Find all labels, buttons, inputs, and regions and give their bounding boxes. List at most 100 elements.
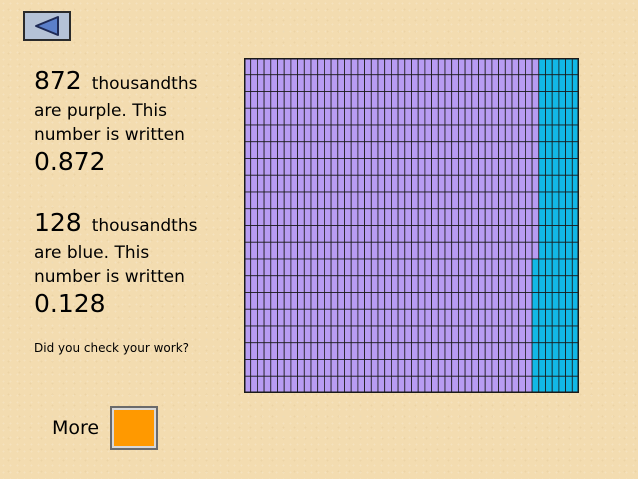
- purple-thousandth-cell: [364, 375, 372, 393]
- purple-thousandth-cell: [424, 325, 432, 344]
- purple-thousandth-cell: [511, 124, 520, 143]
- purple-thousandth-cell: [297, 292, 305, 310]
- purple-thousandth-cell: [471, 241, 479, 260]
- purple-thousandth-cell: [397, 241, 406, 260]
- purple-thousandth-cell: [290, 124, 299, 143]
- purple-thousandth-cell: [411, 342, 419, 360]
- purple-thousandth-cell: [317, 91, 325, 109]
- purple-thousandth-cell: [270, 124, 278, 143]
- blue-thousandth-cell: [558, 241, 566, 260]
- purple-thousandth-cell: [498, 308, 506, 327]
- purple-thousandth-cell: [431, 124, 439, 143]
- purple-thousandth-cell: [303, 124, 312, 143]
- purple-thousandth-cell: [330, 191, 339, 210]
- blue-thousandth-cell: [558, 342, 566, 360]
- purple-thousandth-cell: [297, 91, 305, 109]
- purple-thousandth-cell: [524, 58, 533, 76]
- purple-thousandth-cell: [417, 158, 426, 176]
- purple-thousandth-cell: [464, 158, 473, 176]
- purple-thousandth-cell: [498, 91, 506, 109]
- purple-thousandth-cell: [511, 308, 520, 327]
- purple-thousandth-cell: [377, 275, 386, 293]
- purple-thousandth-cell: [270, 91, 278, 109]
- purple-thousandth-cell: [424, 208, 432, 226]
- purple-thousandth-cell: [518, 342, 526, 360]
- purple-thousandth-cell: [511, 292, 520, 310]
- purple-thousandth-cell: [303, 359, 312, 377]
- purple-thousandth-cell: [451, 275, 459, 293]
- blue-thousandth-cell: [545, 275, 553, 293]
- purple-thousandth-cell: [390, 58, 399, 76]
- purple-thousandth-cell: [330, 275, 339, 293]
- purple-thousandth-cell: [451, 158, 459, 176]
- purple-thousandth-cell: [390, 141, 399, 159]
- purple-thousandth-cell: [431, 158, 439, 176]
- purple-thousandth-cell: [511, 275, 520, 293]
- blue-explanation: 128 thousandths are blue. This number is …: [34, 208, 197, 319]
- purple-thousandth-cell: [324, 258, 332, 277]
- purple-thousandth-cell: [404, 124, 412, 143]
- purple-thousandth-cell: [256, 275, 265, 293]
- purple-thousandth-cell: [491, 375, 499, 393]
- purple-thousandth-cell: [390, 308, 399, 327]
- purple-thousandth-cell: [411, 275, 419, 293]
- purple-thousandth-cell: [478, 292, 486, 310]
- back-button[interactable]: [23, 11, 71, 41]
- purple-thousandth-cell: [424, 241, 432, 260]
- purple-thousandth-cell: [437, 107, 446, 126]
- purple-thousandth-cell: [451, 292, 459, 310]
- purple-thousandth-cell: [330, 375, 339, 393]
- purple-thousandth-cell: [411, 174, 419, 193]
- purple-thousandth-cell: [324, 158, 332, 176]
- purple-thousandth-cell: [511, 58, 520, 76]
- purple-thousandth-cell: [250, 359, 258, 377]
- purple-thousandth-cell: [290, 225, 299, 243]
- purple-thousandth-cell: [317, 225, 325, 243]
- purple-thousandth-cell: [504, 292, 513, 310]
- purple-thousandth-cell: [330, 208, 339, 226]
- purple-thousandth-cell: [417, 141, 426, 159]
- purple-thousandth-cell: [377, 107, 386, 126]
- purple-thousandth-cell: [270, 325, 278, 344]
- purple-line-2: number is written: [34, 125, 185, 145]
- purple-thousandth-cell: [256, 359, 265, 377]
- purple-thousandth-cell: [464, 359, 473, 377]
- blue-thousandth-cell: [538, 241, 546, 260]
- purple-thousandth-cell: [364, 191, 372, 210]
- purple-thousandth-cell: [417, 375, 426, 393]
- purple-thousandth-cell: [437, 375, 446, 393]
- purple-thousandth-cell: [330, 342, 339, 360]
- purple-thousandth-cell: [303, 208, 312, 226]
- more-button[interactable]: [110, 406, 158, 450]
- purple-thousandth-cell: [344, 174, 352, 193]
- purple-thousandth-cell: [384, 342, 392, 360]
- purple-thousandth-cell: [370, 308, 379, 327]
- purple-thousandth-cell: [297, 141, 305, 159]
- blue-thousandth-cell: [565, 174, 573, 193]
- purple-thousandth-cell: [277, 342, 285, 360]
- purple-thousandth-cell: [364, 124, 372, 143]
- purple-thousandth-cell: [471, 174, 479, 193]
- purple-thousandth-cell: [491, 325, 499, 344]
- purple-thousandth-cell: [431, 342, 439, 360]
- purple-thousandth-cell: [384, 141, 392, 159]
- purple-thousandth-cell: [524, 91, 533, 109]
- purple-thousandth-cell: [310, 91, 319, 109]
- purple-thousandth-cell: [384, 258, 392, 277]
- purple-thousandth-cell: [511, 208, 520, 226]
- purple-thousandth-cell: [504, 58, 513, 76]
- purple-thousandth-cell: [518, 208, 526, 226]
- purple-thousandth-cell: [256, 174, 265, 193]
- purple-thousandth-cell: [250, 225, 258, 243]
- more-label[interactable]: More: [52, 417, 100, 439]
- purple-thousandth-cell: [531, 241, 540, 260]
- purple-thousandth-cell: [330, 74, 339, 92]
- purple-thousandth-cell: [424, 308, 432, 327]
- blue-thousandth-cell: [565, 91, 573, 109]
- purple-thousandth-cell: [431, 292, 439, 310]
- blue-thousandth-cell: [558, 58, 566, 76]
- blue-thousandth-cell: [538, 225, 546, 243]
- purple-thousandth-cell: [417, 191, 426, 210]
- purple-thousandth-cell: [350, 141, 359, 159]
- purple-thousandth-cell: [350, 275, 359, 293]
